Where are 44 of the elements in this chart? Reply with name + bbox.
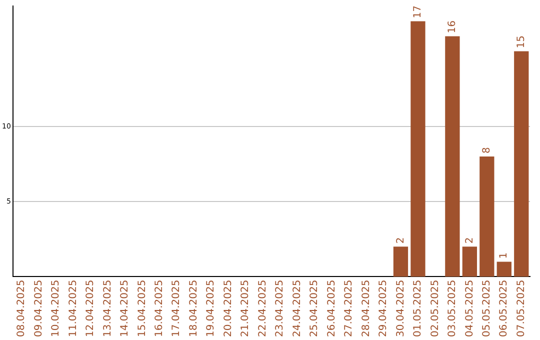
- x-tick-label: 10.04.2025: [50, 280, 62, 338]
- bar: [410, 21, 426, 277]
- data-label: 16: [447, 20, 458, 34]
- x-tick-label: 05.05.2025: [482, 280, 493, 338]
- x-tick-label: 25.04.2025: [309, 280, 320, 338]
- x-tick-label: 19.04.2025: [206, 280, 217, 338]
- bar: [514, 51, 529, 277]
- bar: [480, 156, 494, 277]
- bar: [393, 246, 408, 277]
- x-tick-label: 13.04.2025: [102, 280, 114, 338]
- x-tick-label: 27.04.2025: [344, 280, 355, 338]
- x-tick-label: 16.04.2025: [154, 280, 166, 338]
- x-tick-label: 23.04.2025: [274, 280, 286, 338]
- x-tick-label: 02.05.2025: [430, 280, 441, 338]
- x-tick-label: 20.04.2025: [222, 280, 234, 338]
- data-label: 17: [412, 5, 424, 18]
- x-tick-label: 08.04.2025: [16, 280, 28, 338]
- x-tick-label: 17.04.2025: [171, 280, 182, 338]
- x-tick-label: 07.05.2025: [516, 280, 527, 338]
- data-label: 15: [516, 36, 527, 48]
- data-label: 2: [395, 237, 406, 244]
- x-tick-label: 22.04.2025: [257, 280, 268, 338]
- x-tick-label: 11.04.2025: [68, 280, 79, 338]
- data-label: 8: [482, 147, 493, 154]
- bar: [462, 246, 477, 277]
- x-tick-label: 14.04.2025: [120, 280, 131, 338]
- x-tick-label: 12.04.2025: [85, 280, 96, 338]
- x-tick-label: 28.04.2025: [360, 280, 372, 338]
- bar: [496, 262, 512, 277]
- x-tick-label: 01.05.2025: [412, 280, 424, 338]
- x-tick-label: 18.04.2025: [188, 280, 200, 338]
- x-tick-label: 04.05.2025: [464, 280, 476, 338]
- data-label: 2: [464, 237, 476, 244]
- x-tick-label: 29.04.2025: [378, 280, 390, 338]
- x-tick-label: 30.04.2025: [395, 280, 406, 338]
- x-tick-label: 06.05.2025: [498, 280, 510, 338]
- x-tick-label: 24.04.2025: [292, 280, 303, 338]
- x-tick-label: 21.04.2025: [240, 280, 252, 338]
- x-tick-label: 15.04.2025: [136, 280, 148, 338]
- x-tick-label: 09.04.2025: [33, 280, 44, 338]
- x-tick-label: 03.05.2025: [447, 280, 458, 338]
- bar: [445, 36, 460, 277]
- x-tick-label: 26.04.2025: [326, 280, 338, 338]
- data-label: 1: [498, 252, 510, 259]
